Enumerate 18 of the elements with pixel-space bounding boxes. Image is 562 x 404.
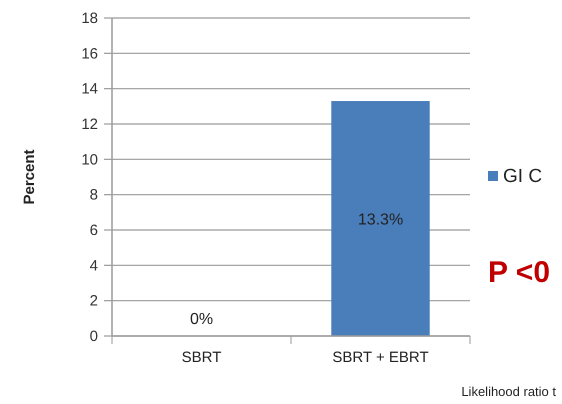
x-tick-label: SBRT + EBRT [332, 349, 429, 366]
y-axis-title: Percent [21, 149, 38, 205]
y-tick-label: 18 [81, 10, 98, 27]
data-label: 0% [190, 311, 214, 328]
y-tick-label: 14 [81, 80, 98, 98]
y-tick-label: 0 [90, 328, 98, 345]
x-tick-label: SBRT [182, 349, 222, 366]
y-tick-label: 2 [90, 292, 98, 310]
y-tick-label: 12 [81, 116, 98, 133]
text: P <0 [488, 256, 550, 289]
y-tick-label: 8 [90, 186, 98, 204]
y-tick-label: 4 [90, 257, 98, 274]
y-tick-label: 10 [81, 151, 98, 168]
legend-label: GI C [503, 166, 542, 187]
y-tick-label: 6 [90, 222, 98, 239]
y-tick-label: 16 [81, 45, 98, 62]
data-label: 13.3% [358, 212, 404, 229]
text: Likelihood ratio t [461, 384, 556, 399]
